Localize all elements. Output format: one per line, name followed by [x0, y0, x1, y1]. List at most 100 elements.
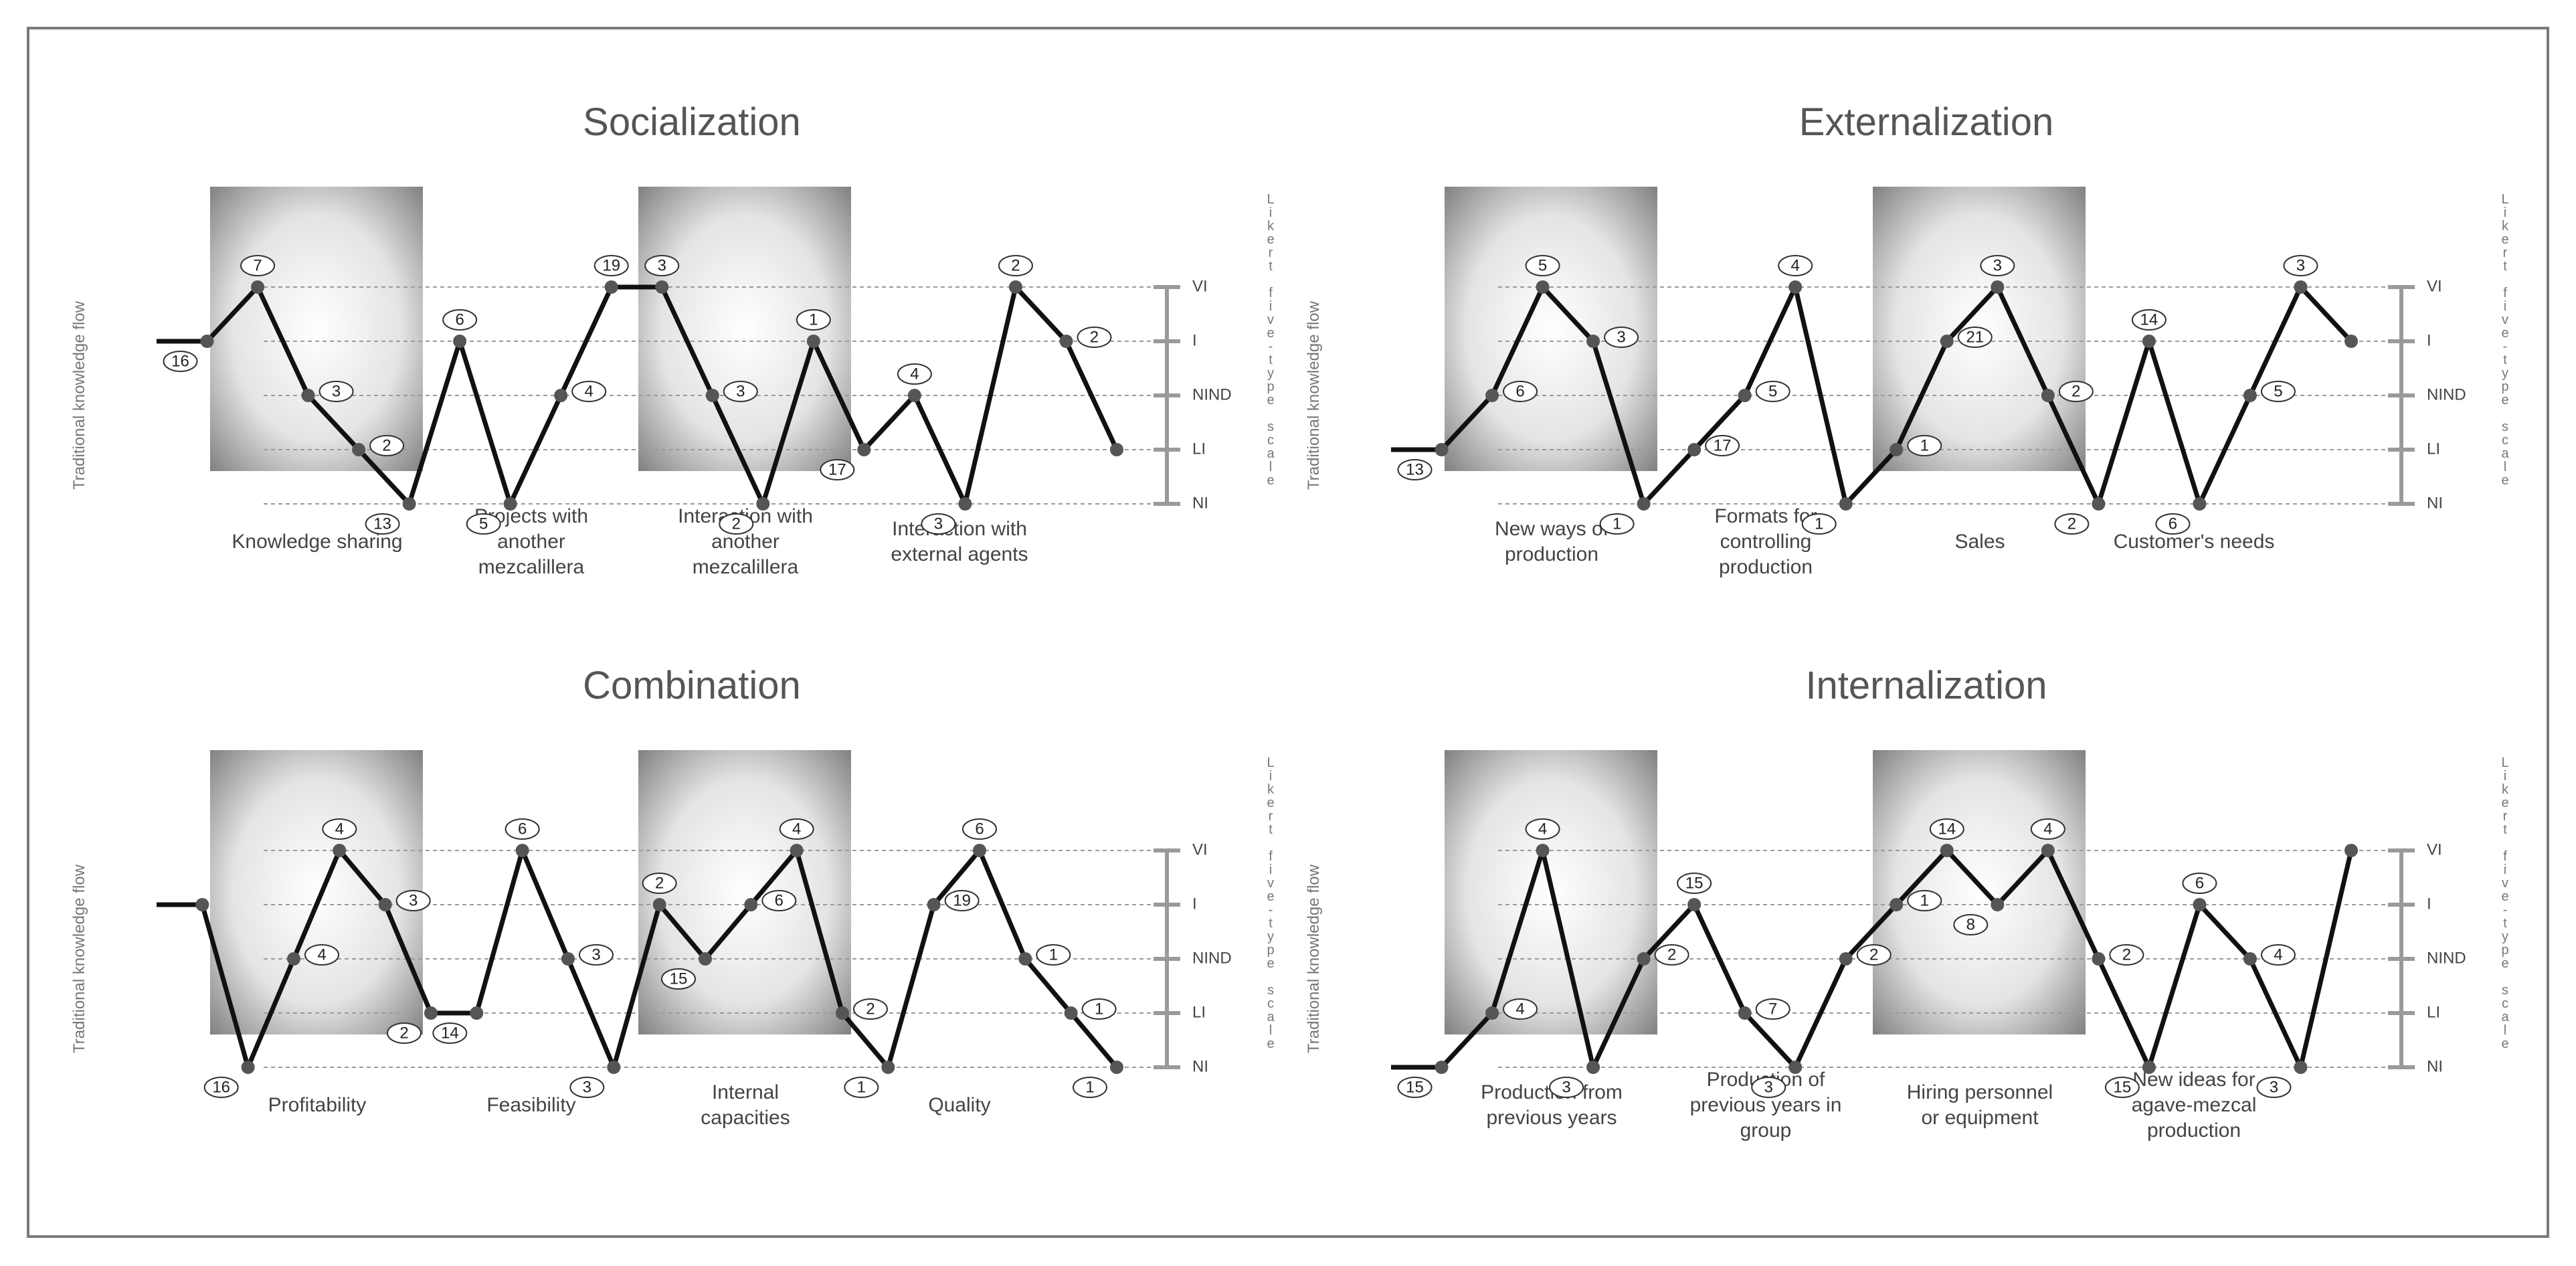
data-label: 19 — [602, 256, 620, 274]
data-label: 15 — [2114, 1078, 2132, 1096]
data-point — [2041, 389, 2055, 402]
data-label-bubble — [571, 381, 607, 402]
category-label: Customer's needs — [2114, 531, 2275, 553]
data-label-bubble — [240, 255, 276, 276]
data-point — [470, 1006, 484, 1020]
panel-socialization: Socialization Traditional knowledge flow V… — [70, 43, 1287, 598]
data-label: 2 — [1869, 945, 1878, 964]
scale-tick-label: VI — [1192, 277, 1208, 295]
data-label-bubble — [387, 1022, 422, 1044]
data-point — [655, 280, 669, 294]
scale-tick-label: NI — [2427, 494, 2443, 512]
data-label: 4 — [2274, 945, 2282, 964]
data-label-bubble — [944, 890, 980, 911]
data-label: 2 — [732, 515, 741, 533]
data-label: 16 — [212, 1078, 230, 1096]
data-point — [554, 389, 568, 402]
data-label: 1 — [1815, 515, 1823, 533]
panel-internalization: Internalization Traditional knowledge flo… — [1304, 606, 2522, 1162]
series-line — [1391, 284, 2353, 507]
data-label: 14 — [2140, 310, 2158, 329]
data-point — [2294, 1061, 2308, 1074]
data-point — [1940, 335, 1954, 348]
category-label: Knowledge sharing — [232, 531, 402, 553]
data-point — [2092, 497, 2106, 511]
data-point — [200, 335, 214, 348]
chart-title: Externalization — [1799, 100, 2053, 144]
data-label: 1 — [857, 1078, 866, 1096]
data-label-bubble — [723, 381, 758, 402]
data-label: 15 — [1406, 1078, 1424, 1096]
data-point — [515, 844, 529, 857]
data-label: 4 — [910, 365, 919, 383]
scale-tick-label: LI — [1192, 440, 1206, 458]
data-label-bubble — [163, 351, 198, 372]
data-point — [652, 898, 666, 911]
scale-tick-label: LI — [2427, 440, 2440, 458]
data-label-bubble — [1397, 459, 1433, 480]
data-point — [2092, 952, 2106, 966]
data-label: 6 — [775, 891, 784, 909]
data-label: 5 — [2274, 382, 2282, 400]
data-point — [790, 844, 804, 857]
data-label: 3 — [2296, 256, 2305, 274]
category-label: Production of previous years in group — [1690, 1069, 1842, 1142]
data-label-bubble — [1081, 998, 1117, 1020]
data-label: 14 — [1938, 820, 1956, 838]
data-label-bubble — [1778, 255, 1813, 276]
data-label-bubble — [998, 255, 1033, 276]
data-label: 1 — [1920, 891, 1929, 909]
category-label: Internal capacities — [701, 1081, 790, 1129]
data-label: 1 — [1095, 1000, 1103, 1018]
data-label: 4 — [1538, 820, 1547, 838]
data-label: 6 — [2169, 515, 2177, 533]
data-point — [907, 389, 921, 402]
data-label: 15 — [670, 970, 688, 988]
data-label-bubble — [661, 968, 696, 990]
data-label-bubble — [1525, 255, 1560, 276]
data-label: 4 — [585, 382, 593, 400]
data-label: 4 — [1515, 1000, 1524, 1018]
data-label: 6 — [518, 820, 527, 838]
data-point — [1687, 443, 1701, 456]
data-label: 4 — [335, 820, 344, 838]
data-label-bubble — [1525, 818, 1560, 840]
data-label: 3 — [1617, 328, 1625, 346]
data-label-bubble — [779, 818, 814, 840]
data-point — [1536, 844, 1550, 857]
data-label: 3 — [583, 1078, 591, 1096]
data-label-bubble — [1929, 818, 1964, 840]
data-label: 15 — [1685, 874, 1704, 892]
data-label-bubble — [1036, 944, 1071, 966]
data-label-bubble — [369, 435, 405, 456]
category-label: Quality — [928, 1094, 990, 1116]
chart-externalization: Externalization Traditional knowledge flo… — [1305, 100, 2509, 578]
category-label: Sales — [1954, 531, 2005, 553]
data-label-bubble — [719, 513, 754, 535]
data-label: 1 — [1920, 436, 1929, 454]
scale-tick-label: NIND — [1192, 385, 1232, 403]
category-label: Profitability — [268, 1094, 367, 1116]
data-point — [1008, 280, 1022, 294]
data-point — [1738, 1006, 1752, 1020]
scale-tick-label: VI — [2427, 840, 2442, 858]
data-point — [1738, 389, 1752, 402]
data-point — [287, 952, 300, 966]
data-point — [2142, 335, 2156, 348]
data-label-bubble — [569, 1077, 605, 1098]
data-label: 4 — [1791, 256, 1800, 274]
data-point — [503, 497, 517, 511]
data-label: 1 — [1085, 1078, 1094, 1096]
data-point — [705, 389, 719, 402]
data-label-bubble — [844, 1077, 879, 1098]
data-label-bubble — [1907, 890, 1942, 911]
data-label-bubble — [796, 309, 831, 331]
data-label: 4 — [2043, 820, 2052, 838]
data-point — [352, 443, 366, 456]
data-label-bubble — [761, 890, 797, 911]
data-point — [2142, 1061, 2156, 1074]
data-point — [1788, 280, 1803, 294]
data-label: 3 — [332, 382, 341, 400]
data-label-bubble — [1957, 327, 1993, 348]
